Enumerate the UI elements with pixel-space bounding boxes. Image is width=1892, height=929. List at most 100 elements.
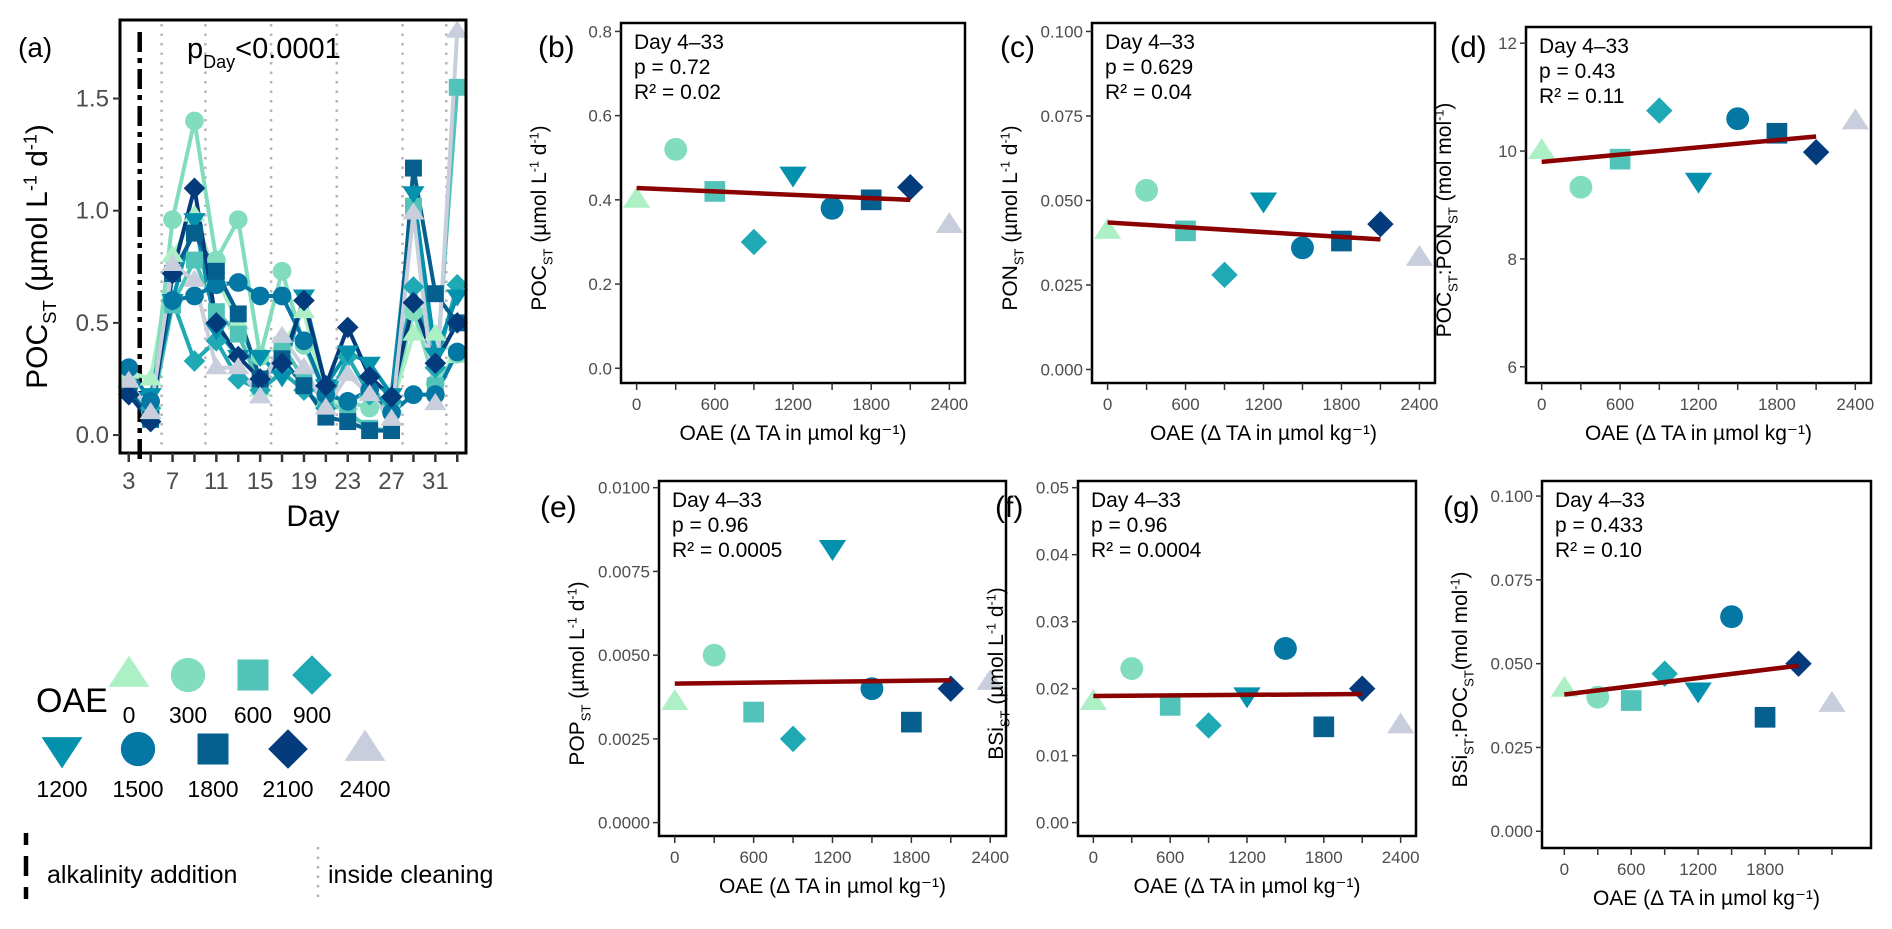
- data-point-2400: [292, 357, 316, 375]
- regression-line: [1541, 134, 1817, 165]
- data-point-2400: [1405, 244, 1434, 266]
- x-axis-label: OAE (Δ TA in µmol kg⁻¹): [679, 422, 906, 445]
- stats-text: Day 4–33: [1539, 35, 1629, 58]
- data-point-0: [424, 323, 447, 341]
- y-label-close: ): [21, 124, 54, 134]
- data-point-1200: [402, 186, 425, 204]
- y-label-close: ): [1433, 103, 1456, 110]
- y-label-sub: ST: [1461, 738, 1476, 755]
- y-tick-label: 0.0050: [598, 646, 650, 665]
- panel-label: (g): [1443, 491, 1480, 524]
- panel-label: (e): [540, 491, 577, 524]
- data-point-2100: [897, 174, 924, 201]
- data-point-2400: [336, 363, 359, 381]
- legend-marker-1500: [120, 731, 156, 767]
- plot-frame: [1524, 25, 1873, 385]
- data-point-900: [183, 350, 206, 372]
- y-axis-label: POCST (µmol L-1 d-1): [21, 124, 61, 389]
- data-point-0: [402, 323, 425, 341]
- y-tick-label: 0.03: [1036, 613, 1069, 632]
- legend-marker-300: [170, 657, 206, 693]
- data-point-0: [622, 186, 651, 208]
- data-point-1800: [185, 224, 203, 242]
- legend-marker-1200: [41, 737, 83, 769]
- y-label-sup2: -1: [999, 132, 1013, 143]
- data-point-1500: [1273, 637, 1297, 660]
- legend-marker-900: [292, 655, 332, 695]
- data-point-1200: [779, 166, 807, 188]
- y-label-sup1: -1: [21, 175, 41, 191]
- data-point-600: [207, 303, 225, 321]
- y-tick-label: 0.0075: [598, 562, 650, 581]
- series-line-2100: [127, 186, 459, 424]
- data-point-1800: [901, 711, 922, 733]
- y-tick-label: 0.02: [1036, 680, 1069, 699]
- data-point-1500: [185, 286, 204, 306]
- plot-frame: [118, 18, 468, 455]
- panel-d: (d) 6 8 10 12 0 600 1200 1800 2400 OAE (Δ TA in µm…: [1433, 25, 1874, 445]
- data-point-2400: [380, 408, 403, 426]
- x-axis-label: OAE (Δ TA in µmol kg⁻¹): [1593, 887, 1820, 910]
- stats-text: Day 4–33: [634, 31, 724, 54]
- y-tick-label: 0.0000: [598, 814, 650, 833]
- data-point-900: [1646, 97, 1673, 124]
- y-tick-label: 0.0: [76, 422, 109, 449]
- data-point-2400: [1841, 108, 1869, 130]
- data-point-300: [664, 137, 688, 161]
- y-label-main: POC: [528, 265, 551, 311]
- data-point-2100: [402, 291, 425, 314]
- stats-text: p = 0.72: [634, 56, 710, 79]
- data-point-2100: [117, 383, 140, 406]
- data-point-2400: [976, 668, 1004, 690]
- data-point-1800: [404, 159, 422, 177]
- y-tick-label: 6: [1508, 358, 1517, 377]
- data-point-2100: [336, 316, 359, 339]
- y-tick-label: 0.000: [1040, 360, 1083, 379]
- y-tick-label: 1.0: [76, 198, 109, 225]
- data-point-900: [205, 330, 228, 352]
- data-point-1800: [426, 285, 444, 303]
- regression-line: [1107, 220, 1381, 242]
- data-point-2400: [1818, 690, 1846, 712]
- alkalinity-legend-label: alkalinity addition: [47, 861, 237, 889]
- legend-label-2400: 2400: [339, 776, 390, 802]
- y-label-sup2: -1: [528, 132, 542, 143]
- x-tick-label: 3: [122, 468, 135, 495]
- data-point-300: [228, 210, 248, 230]
- series-line-1500: [127, 280, 460, 415]
- data-point-900: [779, 725, 807, 753]
- x-tick-label: 0: [632, 395, 641, 414]
- data-point-1800: [229, 305, 247, 323]
- legend-marker-2400: [344, 729, 386, 761]
- y-label-unit: (µmol L: [566, 628, 589, 704]
- stats-text: Day 4–33: [672, 489, 762, 512]
- x-tick-label: 1800: [1746, 860, 1784, 879]
- data-point-600: [1620, 690, 1642, 711]
- y-label-unit2: d: [528, 144, 551, 162]
- panel-label: (f): [995, 491, 1023, 524]
- y-axis-label: POCST:PONST (mol mol-1): [1433, 103, 1461, 338]
- y-label-main: POP: [566, 721, 589, 765]
- stats-text: Day 4–33: [1555, 489, 1645, 512]
- data-point-0: [661, 689, 689, 710]
- y-label-sup2: -1: [21, 134, 41, 150]
- y-label-sub: ST: [540, 248, 555, 265]
- x-tick-label: 600: [1156, 848, 1184, 867]
- y-tick-label: 0.075: [1490, 571, 1533, 590]
- data-point-2400: [270, 325, 294, 343]
- x-tick-label: 2400: [930, 395, 968, 414]
- x-axis-label: OAE (Δ TA in µmol kg⁻¹): [1150, 422, 1377, 445]
- y-tick-label: 0.025: [1490, 738, 1533, 757]
- regression-line: [636, 185, 911, 203]
- y-tick-label: 0.5: [76, 310, 109, 337]
- x-tick-label: 2400: [1836, 395, 1874, 414]
- data-point-600: [1159, 695, 1181, 716]
- data-point-0: [1528, 138, 1556, 160]
- y-label-sup1: -1: [566, 617, 580, 628]
- y-tick-label: 8: [1508, 250, 1517, 269]
- data-point-2100: [1785, 650, 1812, 677]
- y-label-sup1: -1: [999, 161, 1013, 172]
- stats-text: R² = 0.11: [1539, 85, 1624, 108]
- y-label-close: ): [566, 581, 589, 588]
- panel-f: (f) 0.00 0.01 0.02 0.03 0.04 0.05 0 600 1200 1800 2…: [985, 479, 1420, 898]
